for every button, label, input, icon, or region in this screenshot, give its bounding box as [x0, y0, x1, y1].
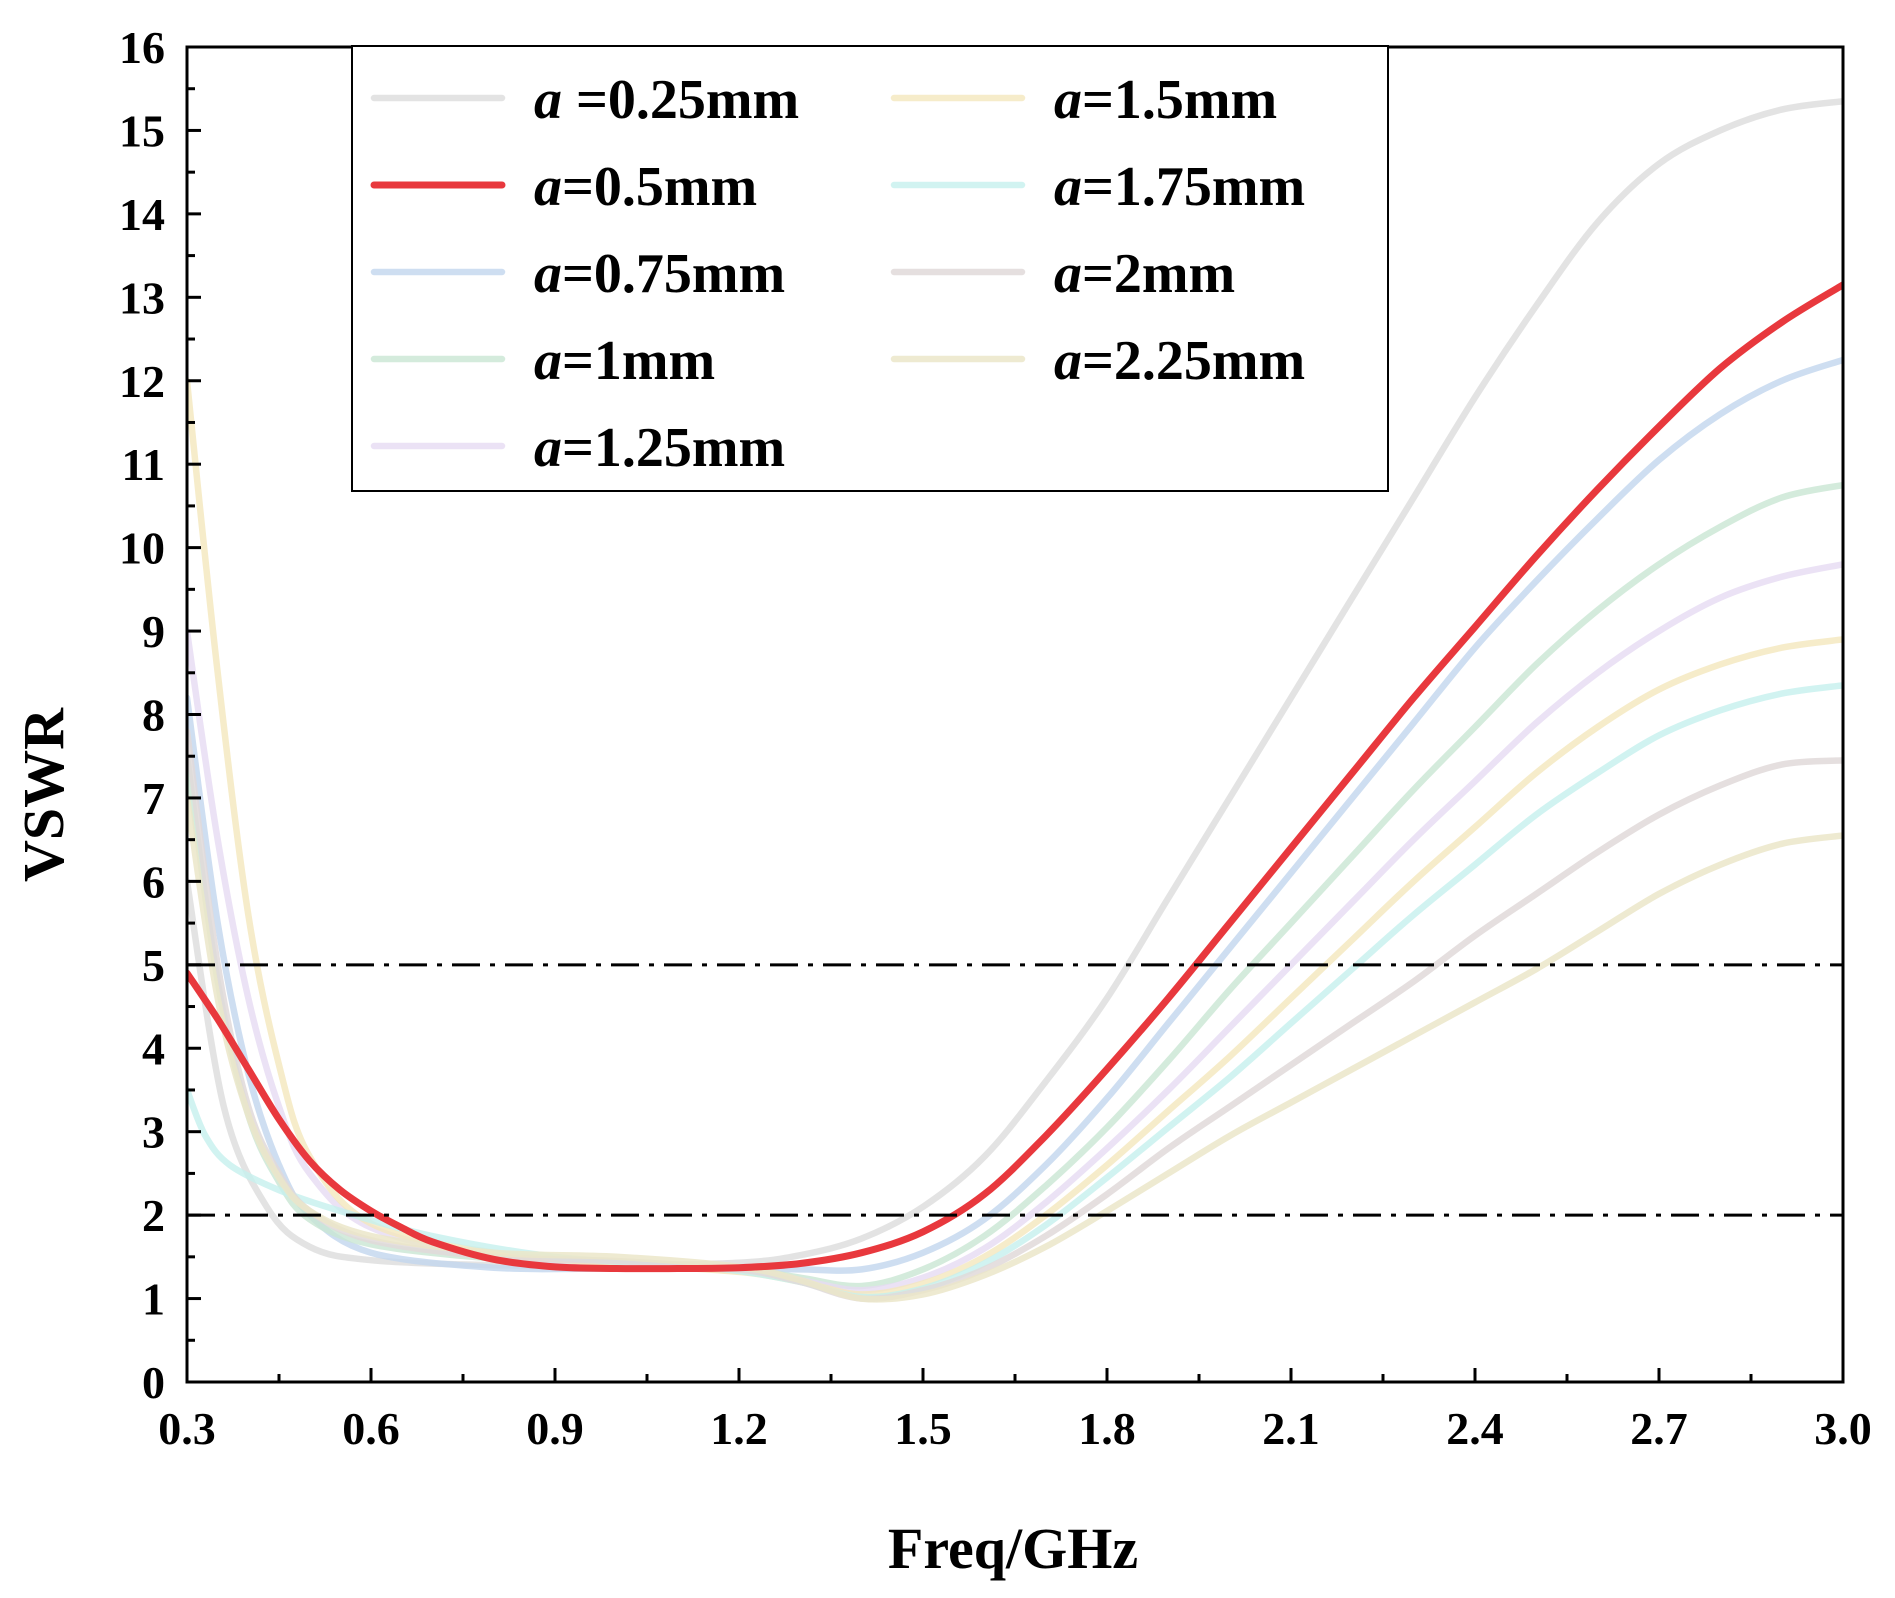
series-layer [187, 97, 1843, 1303]
legend-label-variable: a [534, 69, 562, 131]
y-tick-label: 10 [119, 523, 165, 574]
legend-label: a=2mm [1054, 243, 1235, 305]
legend-label-variable: a [534, 243, 562, 305]
legend-box [351, 45, 1389, 492]
y-tick-label: 5 [142, 940, 165, 991]
y-tick-label: 6 [142, 856, 165, 907]
legend-label-variable: a [534, 156, 562, 218]
x-tick-label: 2.7 [1630, 1403, 1688, 1454]
y-axis-title: VSWR [11, 707, 76, 882]
x-tick-label: 2.4 [1446, 1403, 1504, 1454]
x-axis-title: Freq/GHz [888, 1516, 1138, 1581]
legend-label: a=0.75mm [534, 243, 785, 305]
x-tick-label: 1.8 [1078, 1403, 1136, 1454]
legend-label-variable: a [534, 330, 562, 392]
series-line-a-2-25mm [187, 794, 1843, 1303]
legend-label: a=2.25mm [1054, 330, 1305, 392]
legend-label: a=0.5mm [534, 156, 757, 218]
legend-label-value: =1.75mm [1082, 156, 1305, 218]
series-line-a-0-25mm [187, 97, 1843, 1269]
legend-label-value: =0.25mm [562, 69, 799, 131]
y-tick-label: 15 [119, 105, 165, 156]
x-tick-label: 2.1 [1262, 1403, 1320, 1454]
legend-label-variable: a [1054, 243, 1082, 305]
y-tick-label: 9 [142, 606, 165, 657]
series-line-a-1mm [187, 481, 1843, 1290]
y-tick-label: 8 [142, 690, 165, 741]
x-tick-label: 0.3 [158, 1403, 216, 1454]
legend: a =0.25mma=0.5mma=0.75mma=1mma=1.25mma=1… [351, 45, 1389, 492]
y-tick-label: 3 [142, 1107, 165, 1158]
legend-label: a=1mm [534, 330, 715, 392]
y-tick-label: 11 [122, 439, 165, 490]
legend-label: a=1.25mm [534, 417, 785, 479]
y-tick-label: 7 [142, 773, 165, 824]
y-tick-label: 13 [119, 272, 165, 323]
series-line-a-0-5mm [187, 281, 1843, 1273]
legend-label-value: =1.5mm [1082, 69, 1277, 131]
x-tick-label: 1.2 [710, 1403, 768, 1454]
y-tick-label: 4 [142, 1023, 165, 1074]
legend-label-variable: a [1054, 156, 1082, 218]
y-tick-label: 0 [142, 1357, 165, 1408]
legend-label-value: =0.5mm [562, 156, 757, 218]
y-tick-label: 2 [142, 1190, 165, 1241]
series-line-a-1-25mm [187, 561, 1843, 1294]
legend-label: a=1.75mm [1054, 156, 1305, 218]
legend-label: a=1.5mm [1054, 69, 1277, 131]
x-tick-label: 0.6 [342, 1403, 400, 1454]
legend-label: a =0.25mm [534, 69, 799, 131]
x-tick-label: 0.9 [526, 1403, 584, 1454]
legend-label-value: =1mm [562, 330, 715, 392]
legend-label-value: =2.25mm [1082, 330, 1305, 392]
reference-lines [187, 963, 1843, 1217]
legend-label-value: =1.25mm [562, 417, 785, 479]
legend-label-variable: a [534, 417, 562, 479]
legend-label-value: =2mm [1082, 243, 1235, 305]
series-line-a-1-5mm [187, 377, 1843, 1298]
legend-label-variable: a [1054, 69, 1082, 131]
y-tick-label: 16 [119, 22, 165, 73]
x-tick-label: 1.5 [894, 1403, 952, 1454]
y-tick-label: 14 [119, 189, 165, 240]
y-tick-label: 12 [119, 356, 165, 407]
legend-label-variable: a [1054, 330, 1082, 392]
legend-label-value: =0.75mm [562, 243, 785, 305]
x-tick-label: 3.0 [1814, 1403, 1872, 1454]
y-tick-label: 1 [142, 1274, 165, 1325]
